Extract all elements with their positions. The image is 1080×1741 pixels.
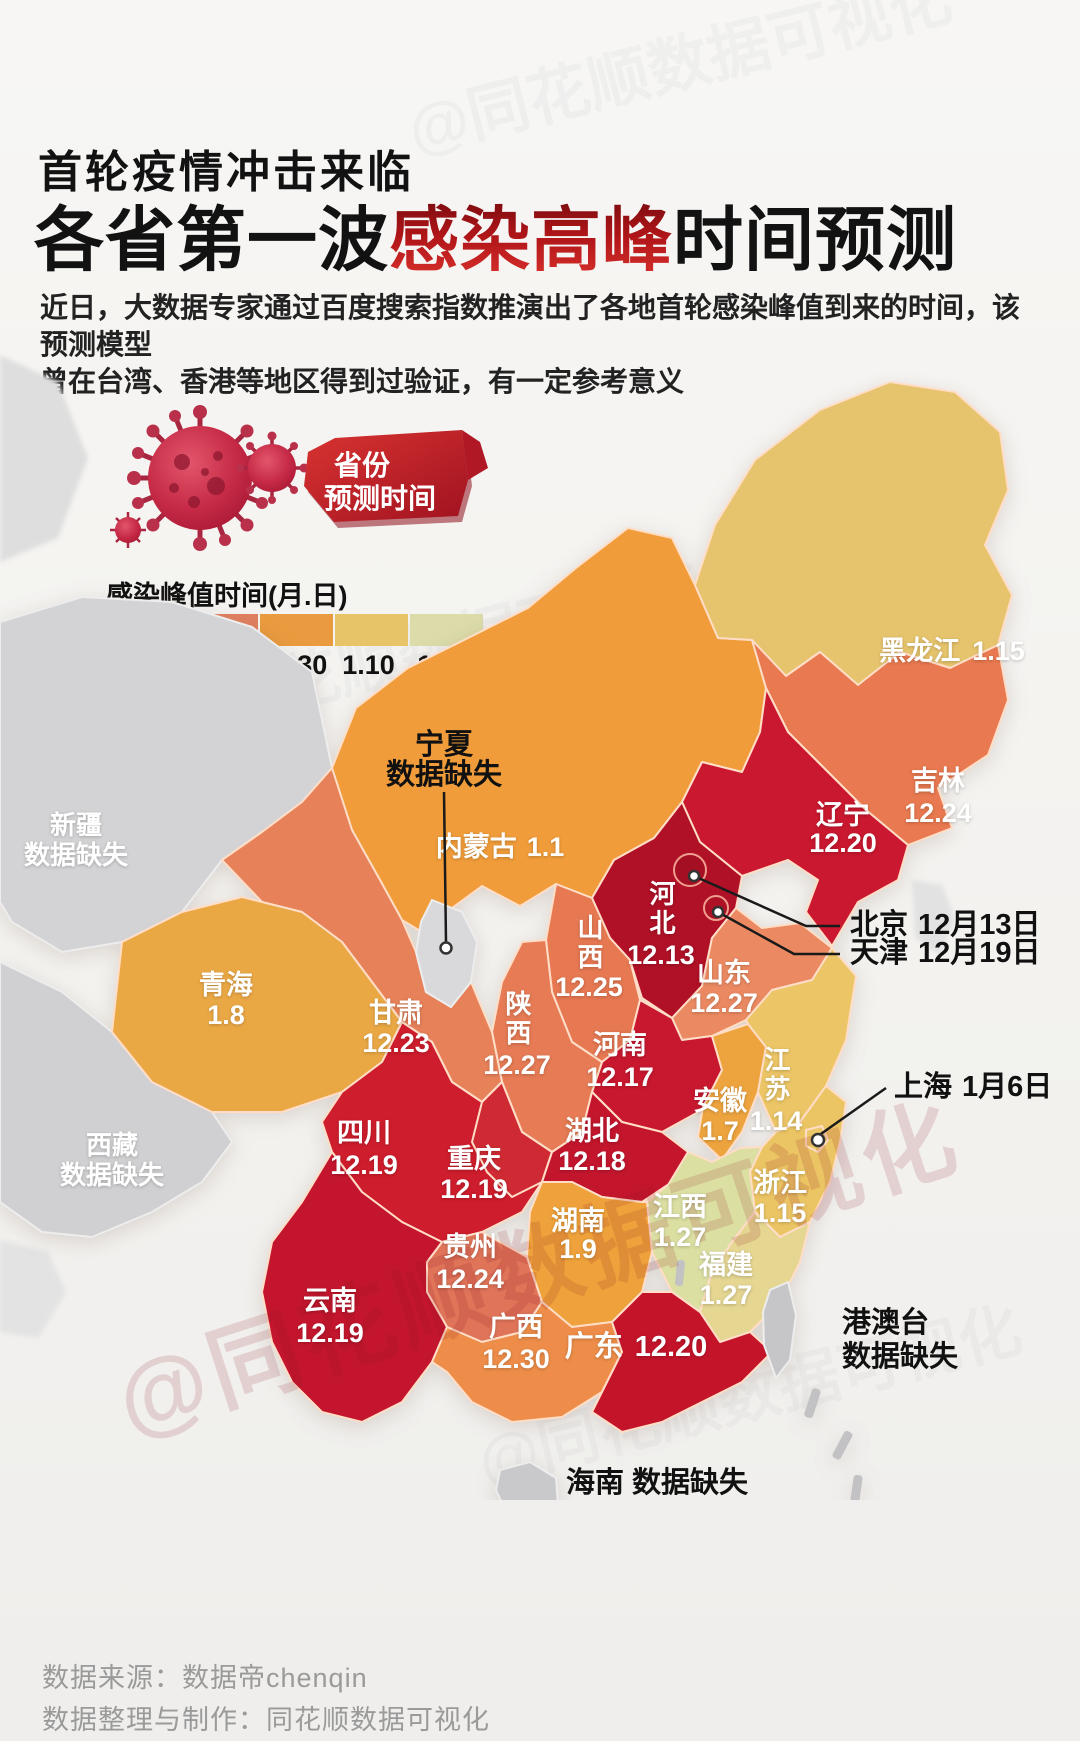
province-taiwan <box>762 1281 797 1379</box>
footer-source: 数据来源：数据帝chenqin <box>42 1663 368 1693</box>
label-hubei-value: 12.18 <box>558 1146 626 1176</box>
watermark-top: @同花顺数据可视化 <box>401 0 959 167</box>
label-yunnan-value: 12.19 <box>296 1318 364 1348</box>
label-jiangsu-value: 1.14 <box>750 1106 803 1136</box>
label-shaanxi-value: 12.27 <box>483 1050 551 1080</box>
legend-swatch-4 <box>335 614 408 646</box>
label-hebei-value: 12.13 <box>627 940 695 970</box>
label-henan-value: 12.17 <box>586 1062 654 1092</box>
province-labels: 黑龙江 1.15 吉林 12.24 辽宁 12.20 内蒙古 1.1 河北 12.1… <box>24 636 1025 1374</box>
callout-beijing: 北京 12月13日 <box>850 907 1041 941</box>
title-pre: 各省第一波 <box>34 201 389 279</box>
legend-swatch-3 <box>260 614 333 646</box>
label-fujian-name: 福建 <box>698 1250 753 1280</box>
label-anhui-name: 安徽 <box>693 1086 748 1116</box>
province-yunnan <box>261 1151 448 1423</box>
intro-line-1: 近日，大数据专家通过百度搜索指数推演出了各地首轮感染峰值到来的时间，该预测模型 <box>40 292 1021 360</box>
label-xizang-name: 西藏 <box>86 1130 138 1160</box>
province-liaoning <box>681 687 909 947</box>
intro-line-2: 曾在台湾、香港等地区得到过验证，有一定参考意义 <box>40 365 685 397</box>
label-shanxi-name: 山西 <box>574 914 604 972</box>
title-post: 时间预测 <box>673 201 957 279</box>
label-qinghai-value: 1.8 <box>207 1000 245 1030</box>
china-map: @同花顺数据可视化 黑龙江 1.15 吉林 12.24 辽宁 12.20 内蒙古 1… <box>0 355 1052 1500</box>
neighbor-shapes <box>0 355 955 1338</box>
label-gansu-value: 12.23 <box>362 1028 430 1058</box>
label-guangxi-name: 广西 <box>489 1312 543 1342</box>
label-hebei-name: 河北 <box>646 880 676 938</box>
note-hainan: 海南 数据缺失 <box>566 1466 749 1499</box>
province-heilongjiang <box>694 381 1013 686</box>
ribbon-line-1: 省份 <box>334 450 390 481</box>
dash-line-segments <box>675 1259 863 1500</box>
label-sichuan-value: 12.19 <box>330 1150 398 1180</box>
label-hunan-value: 1.9 <box>559 1234 597 1264</box>
label-chongqing-value: 12.19 <box>440 1174 508 1204</box>
callout-shanghai: 上海 1月6日 <box>894 1070 1052 1103</box>
label-jiangsu-name: 江苏 <box>761 1046 791 1104</box>
note-hkmotw-line2: 数据缺失 <box>842 1340 959 1373</box>
label-henan-name: 河南 <box>593 1030 647 1060</box>
province-guangxi <box>431 1301 623 1423</box>
page-title: 各省第一波感染高峰时间预测 <box>34 184 957 285</box>
label-sichuan-name: 四川 <box>337 1118 391 1148</box>
title-highlight: 感染高峰 <box>389 201 673 279</box>
label-neimenggu: 内蒙古 1.1 <box>436 832 565 862</box>
ribbon-line-2: 预测时间 <box>324 483 436 514</box>
label-zhejiang-value: 1.15 <box>754 1198 807 1228</box>
virus-badge-group: 省份 预测时间 <box>110 405 488 551</box>
label-anhui-value: 1.7 <box>701 1116 739 1146</box>
label-xinjiang-name: 新疆 <box>50 810 102 840</box>
label-shaanxi-name: 陕西 <box>502 990 532 1048</box>
label-guangxi-value: 12.30 <box>482 1344 550 1374</box>
label-qinghai-name: 青海 <box>199 970 253 1000</box>
label-jiangxi-value: 1.27 <box>654 1222 707 1252</box>
intro-paragraph: 近日，大数据专家通过百度搜索指数推演出了各地首轮感染峰值到来的时间，该预测模型 … <box>40 290 1045 401</box>
label-chongqing-name: 重庆 <box>447 1143 501 1174</box>
label-jiangxi-name: 江西 <box>653 1192 707 1222</box>
virus-icon <box>110 405 309 551</box>
label-yunnan-name: 云南 <box>303 1286 357 1316</box>
kicker-title: 首轮疫情冲击来临 <box>38 148 414 197</box>
label-zhejiang-name: 浙江 <box>753 1168 807 1198</box>
label-liaoning-value: 12.20 <box>809 828 877 858</box>
label-guangdong: 广东 12.20 <box>565 1329 708 1363</box>
callout-ningxia-value: 数据缺失 <box>386 758 503 791</box>
province-guangdong <box>591 1291 773 1433</box>
label-gansu-name: 甘肃 <box>369 998 423 1028</box>
province-hainan <box>495 1461 559 1500</box>
label-guizhou-value: 12.24 <box>436 1264 504 1294</box>
label-hubei-name: 湖北 <box>565 1116 619 1146</box>
ribbon-badge: 省份 预测时间 <box>304 430 488 528</box>
label-jilin-value: 12.24 <box>904 798 972 828</box>
label-heilongjiang: 黑龙江 1.15 <box>879 636 1025 666</box>
label-xizang-value: 数据缺失 <box>60 1160 165 1190</box>
callout-tianjin: 天津 12月19日 <box>850 936 1041 969</box>
label-shandong-value: 12.27 <box>690 988 758 1018</box>
callout-ningxia-name: 宁夏 <box>415 727 474 761</box>
map-callouts: 北京 12月13日 天津 12月19日 上海 1月6日 宁夏 数据缺失 港澳台 数据缺… <box>386 727 1052 1499</box>
label-shanxi-value: 12.25 <box>555 972 623 1002</box>
note-hkmotw-line1: 港澳台 <box>842 1305 929 1339</box>
legend-label-4: 1.10 <box>342 650 395 680</box>
footer-credit: 数据整理与制作：同花顺数据可视化 <box>42 1705 490 1735</box>
province-xizang <box>0 961 233 1238</box>
label-fujian-value: 1.27 <box>700 1280 753 1310</box>
label-hunan-name: 湖南 <box>551 1206 605 1236</box>
label-xinjiang-value: 数据缺失 <box>24 840 129 870</box>
label-guizhou-name: 贵州 <box>443 1232 497 1262</box>
label-shandong-name: 山东 <box>697 957 751 988</box>
label-jilin-name: 吉林 <box>911 766 965 796</box>
enclave-beijing <box>673 853 707 887</box>
label-liaoning-name: 辽宁 <box>816 799 870 830</box>
